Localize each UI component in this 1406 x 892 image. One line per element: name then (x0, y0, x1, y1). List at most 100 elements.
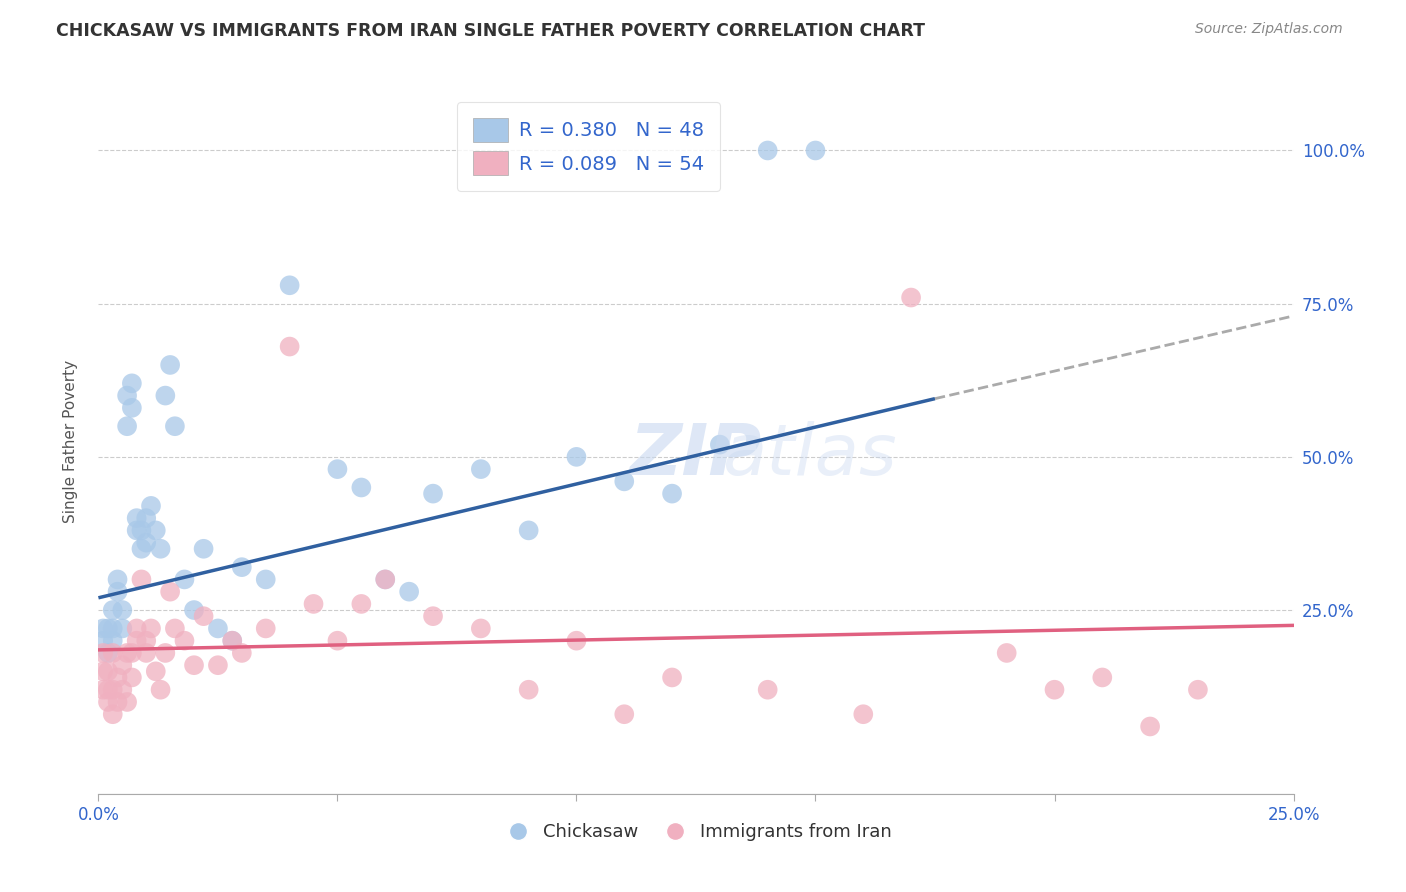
Point (145, 524, 167, 538)
Point (125, 622, 148, 636)
Point (254, 573, 277, 587)
Point (1139, 719, 1161, 733)
Point (121, 376, 143, 391)
Point (709, 437, 731, 451)
Point (149, 541, 172, 556)
Point (131, 573, 153, 587)
Text: CHICKASAW VS IMMIGRANTS FROM IRAN SINGLE FATHER POVERTY CORRELATION CHART: CHICKASAW VS IMMIGRANTS FROM IRAN SINGLE… (56, 22, 925, 40)
Point (101, 622, 124, 636)
Point (221, 633, 243, 648)
Point (163, 419, 186, 434)
Point (115, 695, 138, 709)
Point (125, 511, 148, 525)
Point (613, 475, 636, 489)
Point (326, 633, 349, 648)
Point (1043, 682, 1066, 697)
Point (135, 535, 157, 549)
Point (121, 646, 143, 660)
Point (115, 419, 138, 434)
Point (302, 597, 325, 611)
Point (107, 573, 129, 587)
Point (149, 682, 172, 697)
Text: ZIP: ZIP (630, 421, 762, 490)
Point (398, 584, 420, 599)
Point (159, 358, 181, 372)
Point (565, 450, 588, 464)
Point (91, 665, 114, 679)
Point (111, 658, 134, 673)
Point (97, 682, 120, 697)
Point (565, 633, 588, 648)
Point (183, 603, 205, 617)
Point (756, 682, 779, 697)
Point (111, 682, 134, 697)
Point (221, 633, 243, 648)
Point (470, 462, 492, 476)
Point (107, 695, 129, 709)
Point (995, 646, 1018, 660)
Point (350, 481, 373, 495)
Point (131, 541, 153, 556)
Point (193, 609, 215, 624)
Point (155, 646, 177, 660)
Point (97, 622, 120, 636)
Point (121, 670, 143, 684)
Point (231, 560, 253, 574)
Point (517, 524, 540, 538)
Point (97, 646, 120, 660)
Point (131, 524, 153, 538)
Text: atlas: atlas (723, 421, 897, 490)
Point (101, 707, 124, 722)
Point (91, 633, 114, 648)
Point (125, 524, 148, 538)
Point (107, 670, 129, 684)
Point (115, 646, 138, 660)
Point (661, 670, 683, 684)
Point (163, 622, 186, 636)
Point (422, 486, 444, 500)
Point (1091, 670, 1114, 684)
Y-axis label: Single Father Poverty: Single Father Poverty (63, 360, 77, 523)
Point (193, 541, 215, 556)
Point (207, 658, 229, 673)
Point (374, 573, 396, 587)
Point (254, 622, 277, 636)
Text: Source: ZipAtlas.com: Source: ZipAtlas.com (1195, 22, 1343, 37)
Point (613, 707, 636, 722)
Point (517, 682, 540, 697)
Point (91, 646, 114, 660)
Point (101, 603, 124, 617)
Point (852, 707, 875, 722)
Point (278, 340, 301, 354)
Point (139, 622, 162, 636)
Point (159, 584, 181, 599)
Point (101, 682, 124, 697)
Point (207, 622, 229, 636)
Point (350, 597, 373, 611)
Point (97, 695, 120, 709)
Point (1187, 682, 1209, 697)
Point (91, 622, 114, 636)
Point (135, 633, 157, 648)
Point (135, 646, 157, 660)
Point (231, 646, 253, 660)
Point (107, 584, 129, 599)
Point (422, 609, 444, 624)
Point (173, 633, 195, 648)
Point (326, 462, 349, 476)
Point (111, 603, 134, 617)
Point (173, 573, 195, 587)
Point (121, 401, 143, 415)
Point (155, 388, 177, 402)
Point (804, 144, 827, 158)
Point (278, 278, 301, 293)
Point (125, 633, 148, 648)
Point (97, 665, 120, 679)
Point (183, 658, 205, 673)
Point (374, 573, 396, 587)
Point (756, 144, 779, 158)
Point (115, 388, 138, 402)
Point (101, 646, 124, 660)
Point (139, 499, 162, 513)
Point (91, 682, 114, 697)
